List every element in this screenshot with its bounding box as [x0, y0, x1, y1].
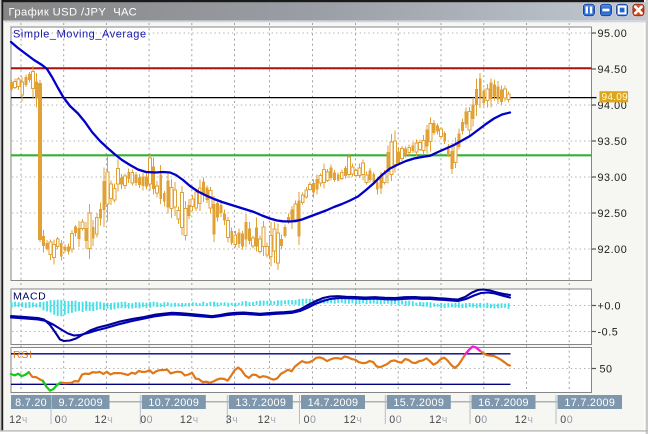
- svg-text:92.50: 92.50: [598, 208, 628, 220]
- svg-text:92.00: 92.00: [598, 244, 628, 256]
- svg-text:12ч: 12ч: [9, 414, 28, 426]
- svg-text:График USD /JPY ЧАС: График USD /JPY ЧАС: [9, 6, 138, 18]
- svg-text:12ч: 12ч: [94, 414, 113, 426]
- svg-text:50: 50: [600, 363, 613, 375]
- svg-text:00: 00: [475, 414, 488, 426]
- svg-text:RSI: RSI: [13, 349, 33, 361]
- svg-text:-0.5: -0.5: [598, 326, 619, 338]
- svg-text:12ч: 12ч: [258, 414, 277, 426]
- svg-text:94.00: 94.00: [598, 100, 628, 112]
- svg-text:17.7.2009: 17.7.2009: [564, 397, 615, 409]
- svg-text:16.7.2009: 16.7.2009: [478, 397, 529, 409]
- svg-text:00: 00: [560, 414, 573, 426]
- svg-text:12ч: 12ч: [180, 414, 199, 426]
- svg-text:93.50: 93.50: [598, 136, 628, 148]
- svg-text:Simple_Moving_Average: Simple_Moving_Average: [13, 29, 147, 41]
- svg-text:8.7.20: 8.7.20: [15, 397, 47, 409]
- svg-text:12ч: 12ч: [429, 414, 448, 426]
- svg-text:00: 00: [140, 414, 153, 426]
- svg-text:12ч: 12ч: [515, 414, 534, 426]
- svg-text:3ч: 3ч: [226, 414, 238, 426]
- svg-text:12ч: 12ч: [344, 414, 363, 426]
- svg-text:95.00: 95.00: [598, 28, 628, 40]
- svg-text:14.7.2009: 14.7.2009: [308, 397, 359, 409]
- svg-text:00: 00: [304, 414, 317, 426]
- svg-text:13.7.2009: 13.7.2009: [235, 397, 286, 409]
- svg-text:+0.0: +0.0: [598, 300, 622, 312]
- svg-text:00: 00: [389, 414, 402, 426]
- svg-text:94.50: 94.50: [598, 64, 628, 76]
- svg-text:MACD: MACD: [13, 291, 46, 303]
- svg-text:15.7.2009: 15.7.2009: [393, 397, 444, 409]
- svg-text:00: 00: [55, 414, 68, 426]
- svg-text:9.7.2009: 9.7.2009: [58, 397, 102, 409]
- svg-text:93.00: 93.00: [598, 172, 628, 184]
- svg-text:94.09: 94.09: [602, 92, 629, 103]
- svg-text:10.7.2009: 10.7.2009: [148, 397, 199, 409]
